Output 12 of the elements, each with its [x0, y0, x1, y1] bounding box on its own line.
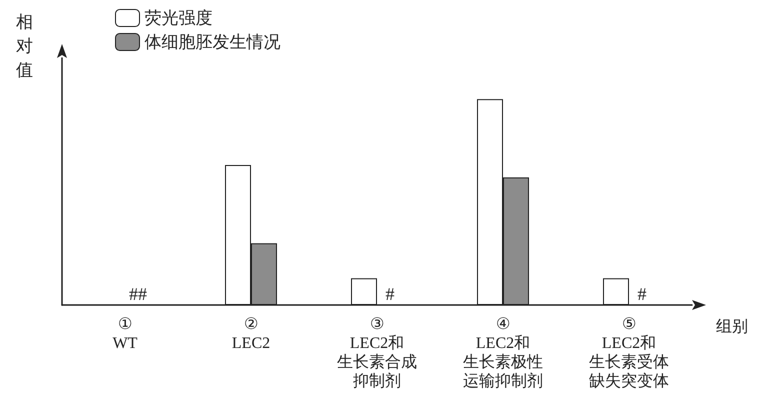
x-tick-label: ① WT	[112, 316, 138, 352]
legend-label: 体细胞胚发生情况	[144, 32, 280, 52]
legend-label: 荧光强度	[144, 8, 212, 28]
y-axis-title: 相对值	[16, 12, 33, 80]
x-tick-label: ③ LEC2和生长素合成抑制剂	[337, 316, 417, 390]
annotation: #	[386, 284, 394, 304]
annotation: ##	[129, 284, 147, 304]
x-tick-label: ② LEC2	[232, 316, 270, 352]
x-tick-label: ⑤ LEC2和生长素受体缺失突变体	[589, 316, 669, 390]
annotation: #	[638, 284, 646, 304]
x-tick-label: ④ LEC2和生长素极性运输抑制剂	[463, 316, 543, 390]
x-axis-title: 组别	[716, 318, 748, 336]
